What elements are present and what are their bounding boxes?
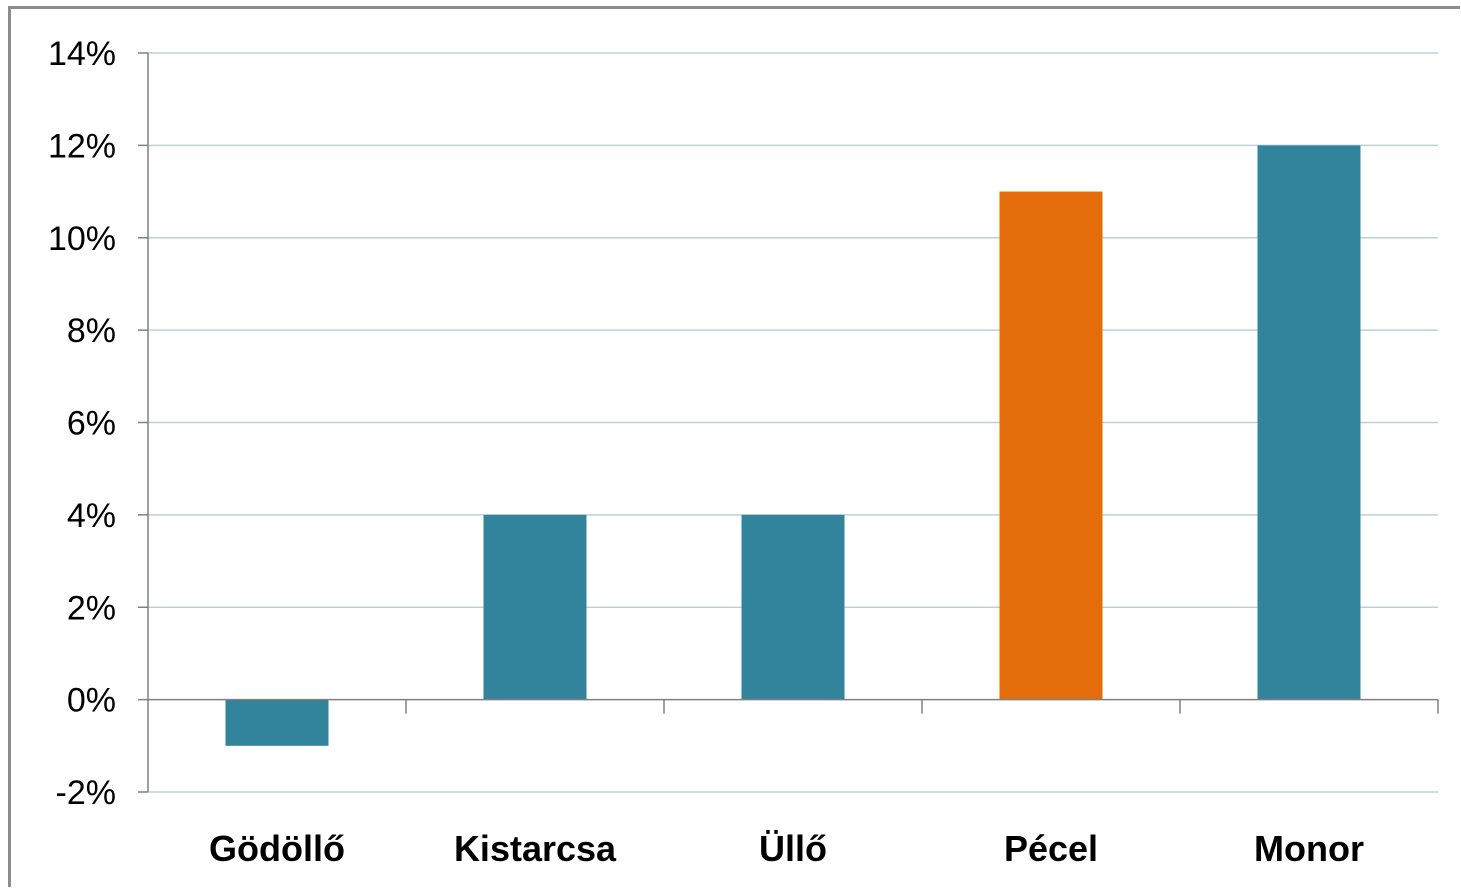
- y-tick-label: -2%: [56, 774, 116, 812]
- bars: [225, 145, 1361, 746]
- axes: [138, 52, 1439, 793]
- category-label: Kistarcsa: [454, 828, 617, 869]
- y-tick-label: 14%: [48, 35, 116, 73]
- bar-3: [741, 514, 845, 700]
- bar-1: [225, 699, 329, 746]
- y-tick-label: 12%: [48, 127, 116, 165]
- category-label: Gödöllő: [209, 828, 345, 869]
- bar-4: [999, 191, 1103, 700]
- category-label: Üllő: [759, 828, 827, 869]
- bar-5: [1257, 145, 1361, 700]
- y-tick-label: 8%: [67, 312, 116, 350]
- category-label: Pécel: [1004, 828, 1098, 869]
- y-tick-label: 0%: [67, 682, 116, 720]
- bar-2: [483, 514, 587, 700]
- category-label: Monor: [1254, 828, 1364, 869]
- chart-frame: -2% 0% 2% 4% 6% 8% 10% 12% 14% Gödöllő Kistarcsa Ü…: [8, 6, 1460, 887]
- y-tick-label: 10%: [48, 220, 116, 258]
- y-tick-labels: -2% 0% 2% 4% 6% 8% 10% 12% 14%: [48, 35, 116, 812]
- y-tick-label: 6%: [67, 405, 116, 443]
- bar-chart: -2% 0% 2% 4% 6% 8% 10% 12% 14% Gödöllő Kistarcsa Ü…: [48, 35, 1439, 869]
- category-labels: Gödöllő Kistarcsa Üllő Pécel Monor: [209, 828, 1364, 869]
- y-tick-label: 4%: [67, 497, 116, 535]
- y-tick-label: 2%: [67, 589, 116, 627]
